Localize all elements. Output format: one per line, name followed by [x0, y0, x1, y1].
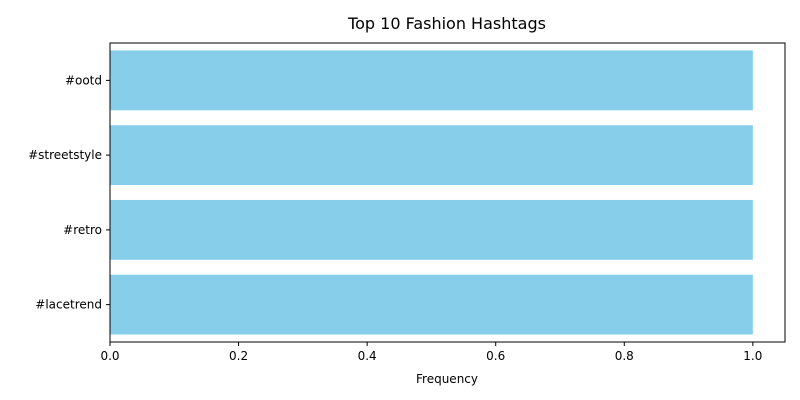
x-tick-label: 0.4 — [358, 349, 377, 363]
plot-frame — [109, 42, 786, 343]
y-axis-ticks: #ootd #streetstyle #retro #lacetrend — [28, 73, 110, 312]
y-tick-label: #ootd — [65, 73, 102, 87]
x-axis-ticks: 0.0 0.2 0.4 0.6 0.8 1.0 — [100, 342, 762, 363]
axes-frame — [109, 42, 786, 343]
x-tick-label: 0.0 — [100, 349, 119, 363]
x-tick-label: 0.8 — [615, 349, 634, 363]
bar-lacetrend — [110, 274, 753, 335]
bars-group — [110, 50, 753, 335]
chart-title: Top 10 Fashion Hashtags — [347, 14, 546, 33]
y-tick-label: #streetstyle — [28, 148, 102, 162]
bar-streetstyle — [110, 125, 753, 186]
x-axis-label: Frequency — [416, 372, 478, 386]
bar-ootd — [110, 50, 753, 111]
x-tick-label: 0.2 — [229, 349, 248, 363]
y-tick-label: #lacetrend — [35, 298, 102, 312]
y-tick-label: #retro — [63, 223, 102, 237]
x-tick-label: 0.6 — [486, 349, 505, 363]
bar-retro — [110, 199, 753, 260]
x-tick-label: 1.0 — [743, 349, 762, 363]
